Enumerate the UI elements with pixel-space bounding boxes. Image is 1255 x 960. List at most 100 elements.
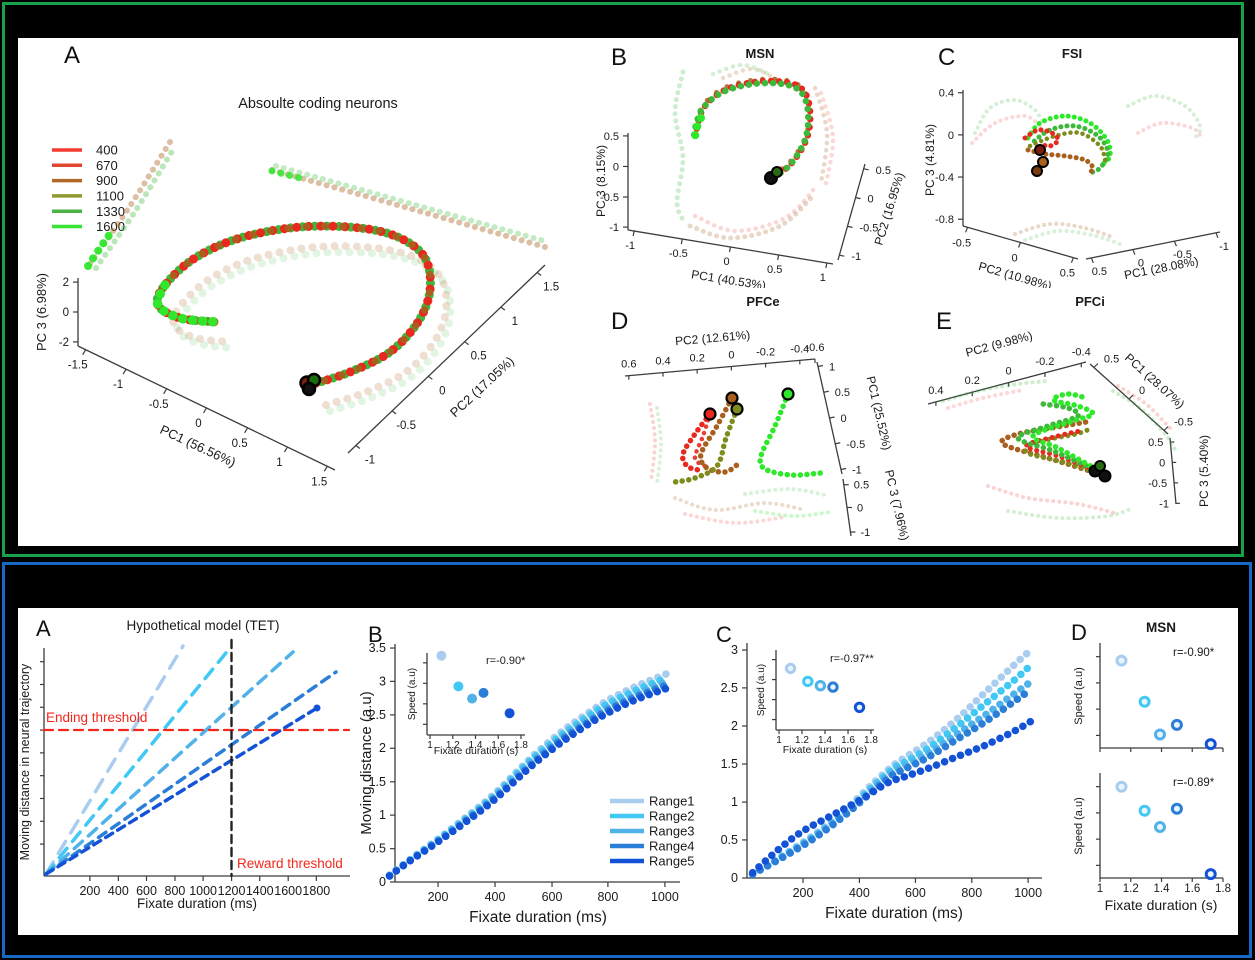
tick-label: -0.6: [806, 342, 825, 354]
tick-label: 0.5: [721, 833, 738, 847]
tick-mark: [323, 465, 328, 472]
trajectory-path: [1006, 506, 1135, 521]
trajectory-path: [1029, 123, 1111, 176]
tick-label: 0.4: [655, 356, 670, 368]
tick-label: -0.5: [846, 439, 865, 451]
trajectory-path: [743, 486, 827, 497]
bottom-plot-y-axis: [1096, 773, 1101, 878]
tick-label: 0.4: [928, 385, 943, 397]
trajectory-path: [44, 670, 338, 876]
data-point: [1154, 728, 1166, 741]
tick-label: -0.8: [935, 214, 954, 226]
tick-label: 0.5: [767, 264, 782, 276]
tick-label: 0.5: [1060, 268, 1075, 280]
trajectory-path: [697, 395, 740, 475]
trajectory-path: [691, 114, 705, 145]
axis-line: [347, 264, 546, 454]
model-title: Hypothetical model (TET): [126, 618, 279, 633]
line-end-dot: [313, 704, 321, 712]
start-marker: [703, 407, 717, 421]
trajectory-path: [268, 167, 304, 182]
tick-label: -0.5: [859, 222, 878, 234]
panel-b-title: MSN: [746, 46, 775, 61]
tick-label: -1: [113, 379, 123, 391]
y-axis: 3.5 3 2.5 2 1.5 1 0.5 0: [369, 641, 396, 889]
start-marker: [781, 387, 795, 401]
tick-label: 1.5: [311, 476, 327, 488]
tick-label: 1000: [651, 890, 679, 904]
bottom-scatter: [1115, 780, 1217, 881]
panel-letter-d2: D: [1071, 620, 1087, 645]
panel-top-c: FSI 0.4 0 -0.4 -0.8 -0.5 0 0.5 0.5 0 -0.5 -1 PC …: [923, 46, 1229, 288]
tick-label: 0: [868, 194, 874, 206]
axis-line: [1085, 231, 1221, 260]
panel-a-title: Absoulte coding neurons: [238, 96, 398, 112]
tick-label: 2: [379, 741, 386, 755]
data-point: [1170, 802, 1183, 815]
tick-label: 1.4: [1154, 883, 1171, 895]
tick-label: -1: [860, 527, 870, 539]
tick-label: 1: [427, 740, 433, 751]
tick-label: 3: [731, 643, 738, 657]
tick-label: 1.6: [491, 740, 505, 751]
tick-label: -0.5: [396, 420, 416, 432]
pc3-axis: 0.5 0 -0.5 -1: [600, 131, 629, 234]
x-axis: 200 400 600 800 1000: [747, 877, 1042, 900]
panel-d-title: PFCe: [746, 294, 779, 309]
pc1-axis: 0.5 0 -0.5: [1089, 354, 1193, 435]
tick-mark: [823, 390, 829, 393]
tick-label: 0: [948, 130, 954, 142]
pc1-axis: -1 -0.5 0 0.5 1: [625, 229, 834, 284]
axis-line: [1169, 437, 1177, 505]
start-marker: [771, 166, 783, 178]
inset-x-axis: 1 1.2 1.4 1.6 1.8: [427, 734, 528, 751]
tick-label: 600: [542, 890, 563, 904]
tick-mark: [847, 225, 853, 228]
ending-threshold-label: Ending threshold: [46, 710, 147, 725]
tick-label: 1: [379, 808, 386, 822]
y-axis: 3 2.5 2 1.5 1 0.5 0: [721, 643, 748, 885]
x-axis-label: Fixate duration (ms): [825, 905, 963, 922]
tick-label: 1.6: [1184, 883, 1200, 895]
start-markers: [1088, 460, 1112, 483]
tick-mark: [777, 254, 780, 261]
pc3-axis-label: PC 3 (6.98%): [34, 273, 49, 351]
data-point: [1170, 718, 1183, 731]
tick-label: 0: [723, 256, 729, 268]
pc1-axis-label: PC1 (40.53%): [690, 267, 767, 288]
start-marker: [1034, 144, 1046, 156]
panel-top-a: Absoulte coding neurons 4006709001100133…: [34, 96, 559, 488]
panel-letter-e: E: [936, 308, 953, 335]
data-point: [453, 681, 464, 692]
tick-label: 0: [439, 385, 445, 397]
data-point: [504, 708, 515, 719]
trajectory-path: [44, 650, 295, 876]
tick-label: -0.4: [790, 343, 809, 355]
pc3-axis-label: PC 3 (7.96%): [882, 468, 912, 541]
tick-mark: [1093, 363, 1099, 368]
tick-label: 0: [195, 418, 201, 430]
trajectory-path: [757, 391, 824, 478]
tick-label: 0.5: [835, 387, 850, 399]
tick-mark: [829, 416, 835, 419]
trajectory-path: [173, 248, 455, 415]
trajectory-path: [672, 406, 740, 485]
tick-label: -0.5: [1148, 478, 1167, 490]
tick-label: 2.5: [369, 708, 386, 722]
top-scatter: [1115, 654, 1217, 751]
data-point: [1204, 738, 1217, 751]
top-y-label: Speed (a.u): [1073, 667, 1085, 724]
trajectory-path: [1030, 391, 1099, 472]
pc3-axis-label: PC 3 (5.40%): [1197, 435, 1211, 507]
tick-mark: [82, 349, 87, 356]
tick-label: 0.5: [1148, 437, 1163, 449]
trajectory-path: [44, 706, 319, 876]
trajectory-path: [385, 684, 672, 880]
pc3-axis: 2 0 -2: [59, 277, 79, 349]
start-marker: [730, 402, 744, 416]
inset-x-label: Fixate duration (s): [783, 744, 868, 756]
trajectory-path: [269, 167, 548, 250]
tick-label: -1: [852, 465, 862, 477]
tick-label: 0: [1006, 366, 1012, 378]
